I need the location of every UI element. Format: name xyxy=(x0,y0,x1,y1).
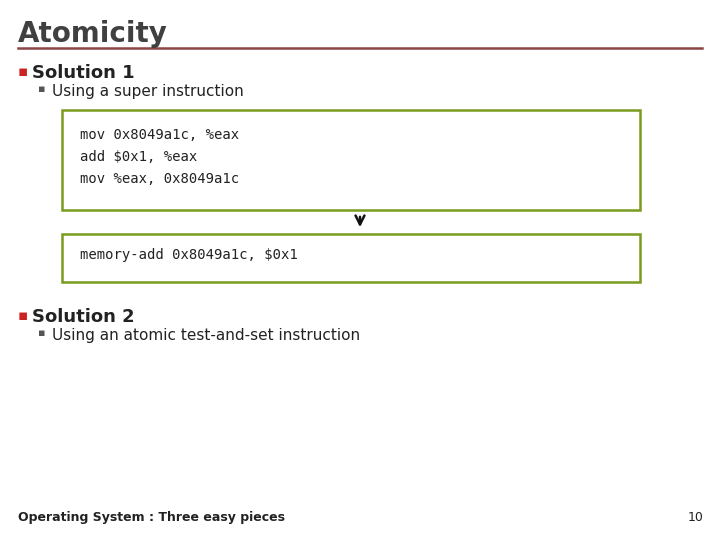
Text: mov 0x8049a1c, %eax: mov 0x8049a1c, %eax xyxy=(80,128,239,142)
Text: Solution 2: Solution 2 xyxy=(32,308,135,326)
Text: ▪: ▪ xyxy=(18,64,28,79)
Text: Operating System : Three easy pieces: Operating System : Three easy pieces xyxy=(18,511,285,524)
Text: Using an atomic test-and-set instruction: Using an atomic test-and-set instruction xyxy=(52,328,360,343)
Text: mov %eax, 0x8049a1c: mov %eax, 0x8049a1c xyxy=(80,172,239,186)
Bar xyxy=(62,110,640,210)
Text: add $0x1, %eax: add $0x1, %eax xyxy=(80,150,197,164)
Text: memory-add 0x8049a1c, $0x1: memory-add 0x8049a1c, $0x1 xyxy=(80,248,298,262)
Text: ▪: ▪ xyxy=(38,84,45,94)
Text: Solution 1: Solution 1 xyxy=(32,64,135,82)
Bar xyxy=(62,234,640,282)
Text: ▪: ▪ xyxy=(38,328,45,338)
Text: ▪: ▪ xyxy=(18,308,28,323)
Text: Atomicity: Atomicity xyxy=(18,20,168,48)
Text: 10: 10 xyxy=(688,511,704,524)
Text: Using a super instruction: Using a super instruction xyxy=(52,84,244,99)
